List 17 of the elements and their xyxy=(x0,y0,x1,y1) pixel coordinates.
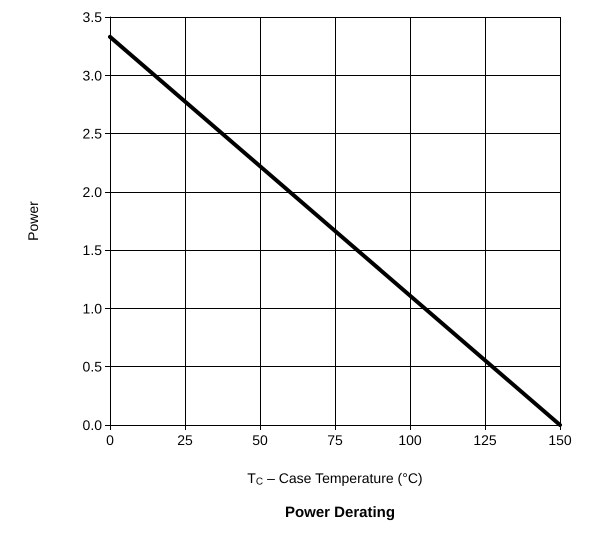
x-tick-label: 0 xyxy=(106,432,114,448)
x-tick-label: 100 xyxy=(398,432,422,448)
y-tick-label: 0.0 xyxy=(82,417,102,433)
x-tick-label: 75 xyxy=(327,432,343,448)
y-tick-label: 1.0 xyxy=(82,300,102,316)
y-tick-label: 2.0 xyxy=(82,184,102,200)
y-tick-label: 3.5 xyxy=(82,9,102,25)
text: Power Derating xyxy=(284,504,396,521)
x-tick-label: 50 xyxy=(252,432,268,448)
x-tick-label: 125 xyxy=(473,432,497,448)
x-tick-label: 150 xyxy=(548,432,572,448)
y-axis-title: Power xyxy=(25,200,41,241)
y-tick-label: 1.5 xyxy=(82,242,102,258)
y-tick-label: 2.5 xyxy=(82,126,102,142)
x-tick-label: 25 xyxy=(177,432,193,448)
y-tick-label: 0.5 xyxy=(82,358,102,375)
y-tick-label: 3.0 xyxy=(82,67,102,84)
